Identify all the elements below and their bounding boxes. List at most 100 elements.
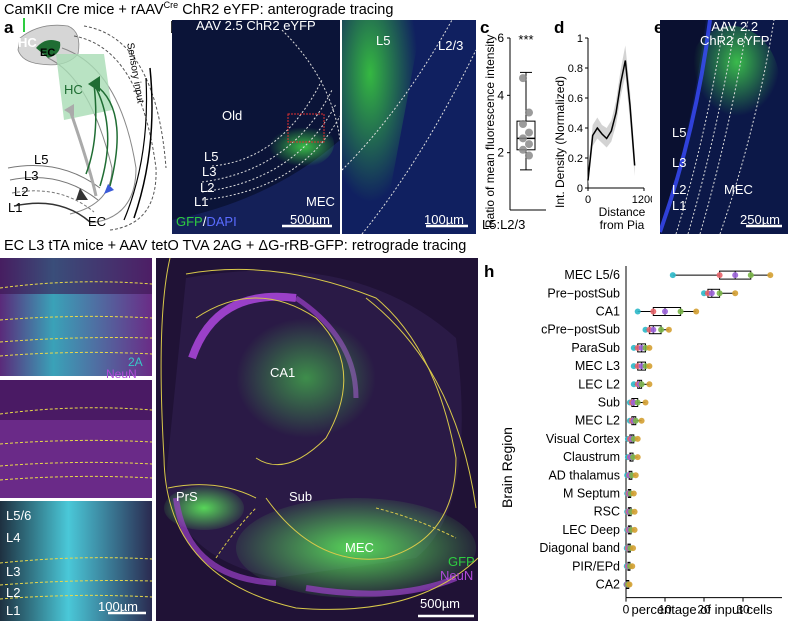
chart-h-category-label: MEC L2: [575, 414, 620, 428]
top-title: CamKII Cre mice + rAAVCre ChR2 eYFP: ant…: [4, 0, 394, 18]
chart-c-point: [519, 134, 527, 143]
chart-h-point: [747, 272, 754, 279]
chart-h-category-label: Sub: [598, 396, 620, 410]
chart-h-category-label: M Septum: [563, 487, 620, 501]
micrograph-f-layer-l3: L3: [6, 564, 21, 579]
micrograph-e-layer-l1: L1: [672, 198, 687, 213]
chart-d-axis: 0 0.2 0.4 0.6 0.8 1 0 1200: [568, 33, 652, 206]
chart-h-axis: 0 10 20 30: [623, 266, 782, 617]
chart-c-point: [525, 151, 533, 160]
chart-h-point: [646, 381, 653, 388]
micrograph-f-layer-l56: L5/6: [6, 508, 32, 523]
chart-h-point: [632, 417, 639, 424]
micrograph-g-scale-label: 500µm: [420, 596, 461, 611]
chart-h-point: [767, 272, 774, 279]
chart-c-significance: ***: [518, 32, 533, 47]
chart-c-point: [525, 140, 533, 149]
chart-h-point: [630, 545, 637, 552]
chart-h-point: [732, 272, 739, 279]
micrograph-e-layer-l5: L5: [672, 125, 687, 140]
chart-d-ytick-label: 0.2: [568, 153, 583, 165]
schematic-ec-label: EC: [40, 47, 56, 59]
chart-c-ytick-label: 2: [497, 146, 504, 160]
schematic-layer-l5: L5: [34, 152, 49, 167]
panel-label-h: h: [484, 262, 495, 281]
chart-c-ytick-label: 6: [497, 31, 504, 45]
chart-h-point: [716, 272, 723, 279]
chart-d-ytick-label: 0: [577, 183, 583, 195]
chart-h-point: [634, 399, 641, 406]
chart-c-point: [525, 128, 533, 137]
micrograph-f-neun-label: NeuN: [106, 367, 137, 381]
micrograph-b-old-label: Old: [222, 108, 243, 123]
micrograph-e-scale-label: 250µm: [740, 212, 781, 227]
chart-c: Ratio of mean fluorescence intensity 2 4 6…: [483, 31, 546, 228]
schematic-layer-l3: L3: [24, 168, 39, 183]
micrograph-e-layer-l2: L2: [672, 182, 687, 197]
micrograph-g-prs-label: PrS: [176, 489, 198, 504]
chart-d-sem-band: [588, 45, 635, 185]
chart-d-ytick-label: 1: [577, 33, 583, 45]
chart-h-category-label: CA2: [596, 578, 620, 592]
micrograph-b-overview: [172, 20, 340, 234]
chart-h: Brain Region MEC L5/6 Pre−postSub CA1 cPre−…: [499, 266, 782, 617]
chart-h-category-label: Claustrum: [563, 450, 620, 464]
chart-h-category-label: RSC: [594, 505, 620, 519]
chart-c-point: [519, 145, 527, 154]
chart-c-xlabel: L5:L2/3: [482, 217, 526, 232]
schematic-layer-l2: L2: [14, 184, 29, 199]
micrograph-g-gfp-label: GFP: [448, 554, 475, 569]
chart-c-point: [519, 120, 527, 128]
chart-d-ytick-label: 0.4: [568, 123, 583, 135]
chart-h-point: [658, 326, 665, 333]
micrograph-f-layer-l4: L4: [6, 530, 21, 545]
schematic-diagram: [7, 18, 167, 231]
chart-h-point: [669, 272, 676, 279]
chart-h-category-label: ParaSub: [571, 341, 620, 355]
chart-h-category-label: LEC L2: [578, 377, 620, 391]
chart-h-point: [630, 490, 637, 497]
chart-h-point: [638, 381, 645, 388]
chart-h-xtick-label: 0: [623, 603, 630, 617]
chart-h-point: [631, 526, 638, 533]
micrograph-f-layer-l1: L1: [6, 603, 21, 618]
chart-h-point: [708, 290, 715, 297]
chart-h-category-label: CA1: [596, 305, 620, 319]
chart-d-ylabel: Int. Density (Normalized): [553, 76, 567, 208]
chart-h-point: [638, 417, 645, 424]
chart-h-category-label: Pre−postSub: [547, 286, 620, 300]
chart-h-point: [634, 454, 641, 461]
chart-h-point: [646, 363, 653, 370]
chart-h-point: [632, 472, 639, 479]
micrograph-e-layer-l3: L3: [672, 155, 687, 170]
chart-h-xtick-label: 30: [736, 603, 750, 617]
micrograph-b-layer-l5: L5: [204, 149, 219, 164]
micrograph-e-title: AAV 2.2 ChR2 eYFP: [700, 19, 770, 48]
chart-d-xtick-label: 1200: [632, 194, 652, 206]
schematic-ec-bottom-label: EC: [88, 214, 107, 229]
micrograph-b-scale-label: 500µm: [290, 212, 331, 227]
chart-c-point: [525, 108, 533, 117]
chart-d-xlabel: Distance from Pia: [598, 205, 646, 232]
chart-d-line: [587, 60, 636, 181]
micrograph-b-zoom-l5: L5: [376, 33, 391, 48]
micrograph-g-sub-label: Sub: [289, 489, 313, 504]
micrograph-b-layer-l3: L3: [202, 164, 217, 179]
micrograph-f-layer-l2: L2: [6, 585, 21, 600]
chart-c-ytick-label: 4: [497, 88, 504, 102]
micrograph-b-channel-legend: GFP/DAPI: [176, 214, 237, 229]
chart-h-point: [634, 435, 641, 442]
chart-d-xtick-label: 0: [585, 194, 591, 206]
schematic-layer-l1: L1: [8, 200, 23, 215]
schematic-hc-region-label: HC: [64, 82, 83, 97]
chart-h-xtick-label: 10: [658, 603, 672, 617]
micrograph-e-mec-label: MEC: [724, 182, 753, 197]
micrograph-e: [660, 20, 788, 234]
chart-c-ylabel: Ratio of mean fluorescence intensity: [483, 35, 497, 228]
panel-label-a: a: [4, 18, 14, 37]
chart-h-point: [693, 308, 700, 315]
chart-h-category-label: LEC Deep: [562, 523, 620, 537]
chart-h-xlabel: percentage of input cells: [632, 602, 773, 617]
chart-h-point: [646, 344, 653, 351]
chart-h-point: [650, 308, 657, 315]
